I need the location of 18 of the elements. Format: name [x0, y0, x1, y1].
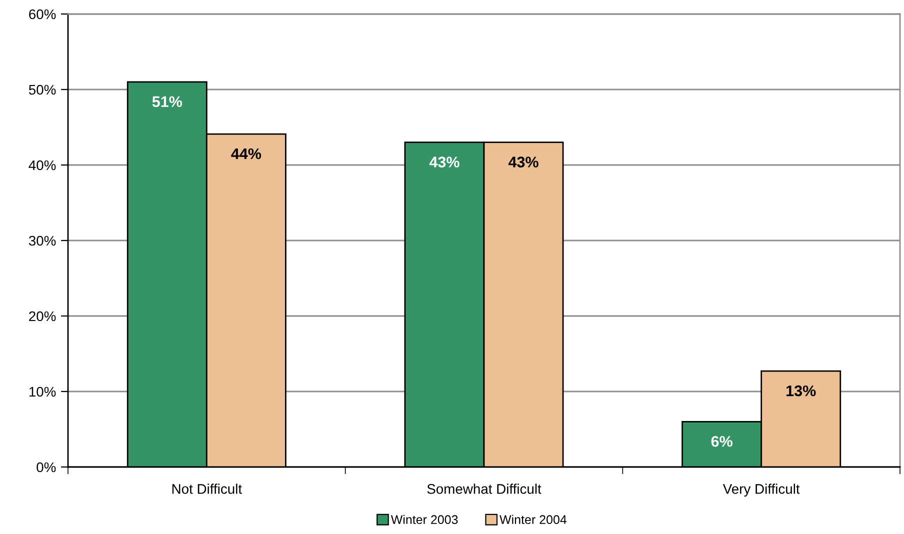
y-tick-label: 60% [29, 9, 56, 20]
x-tick-label: Somewhat Difficult [427, 484, 542, 494]
data-label: 44% [231, 148, 262, 160]
x-tick-label: Very Difficult [722, 484, 800, 497]
y-tick-label: 30% [28, 236, 56, 246]
y-tick-label: 10% [29, 386, 56, 397]
data-label: 43% [508, 156, 538, 168]
data-label: 43% [429, 156, 460, 168]
data-label: 51% [152, 96, 182, 108]
y-tick-label: 50% [28, 84, 56, 95]
legend-label: Winter 2003 [390, 514, 458, 524]
data-label: 6% [711, 436, 732, 447]
y-tick-label: 40% [28, 160, 56, 170]
x-tick-label: Not Difficult [172, 484, 242, 494]
legend-label: Winter 2004 [500, 514, 567, 524]
data-label: 13% [786, 385, 816, 396]
y-tick-label: 20% [29, 311, 56, 322]
y-tick-label: 0% [36, 462, 56, 472]
